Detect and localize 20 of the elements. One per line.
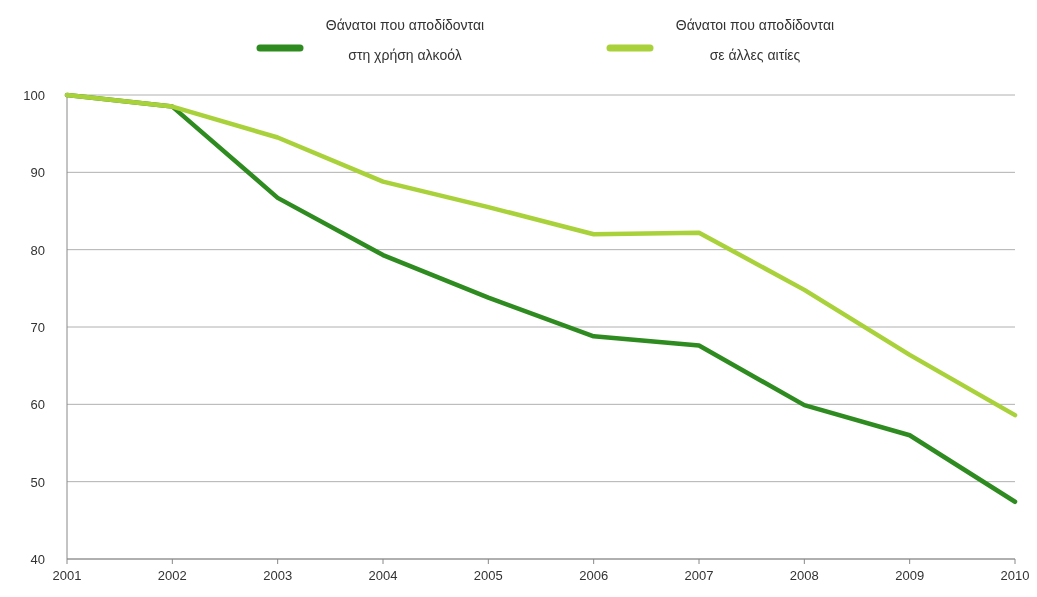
x-tick-label: 2009 xyxy=(895,568,925,583)
x-tick-label: 2007 xyxy=(684,568,714,583)
y-tick-label: 40 xyxy=(30,552,45,567)
legend-label: Θάνατοι που αποδίδονται σε άλλες αιτίες xyxy=(675,17,835,63)
x-tick-label: 2004 xyxy=(368,568,398,583)
y-tick-label: 90 xyxy=(30,165,45,181)
line-series xyxy=(64,92,1018,418)
x-tick-label: 2010 xyxy=(1000,568,1030,583)
x-tick-label: 2008 xyxy=(789,568,819,583)
y-tick-label: 60 xyxy=(30,397,45,413)
x-tick-label: 2001 xyxy=(52,568,82,583)
x-tick-label: 2005 xyxy=(473,568,503,583)
x-tick-label: 2002 xyxy=(157,568,187,583)
legend-label: Θάνατοι που αποδίδονται στη χρήση αλκοόλ xyxy=(325,17,485,63)
x-tick-label: 2006 xyxy=(579,568,609,583)
y-tick-label: 70 xyxy=(30,320,45,335)
y-tick-label: 80 xyxy=(30,242,45,258)
y-tick-label: 50 xyxy=(30,474,45,490)
x-tick-label: 2003 xyxy=(263,568,293,583)
y-tick-label: 100 xyxy=(23,88,45,103)
